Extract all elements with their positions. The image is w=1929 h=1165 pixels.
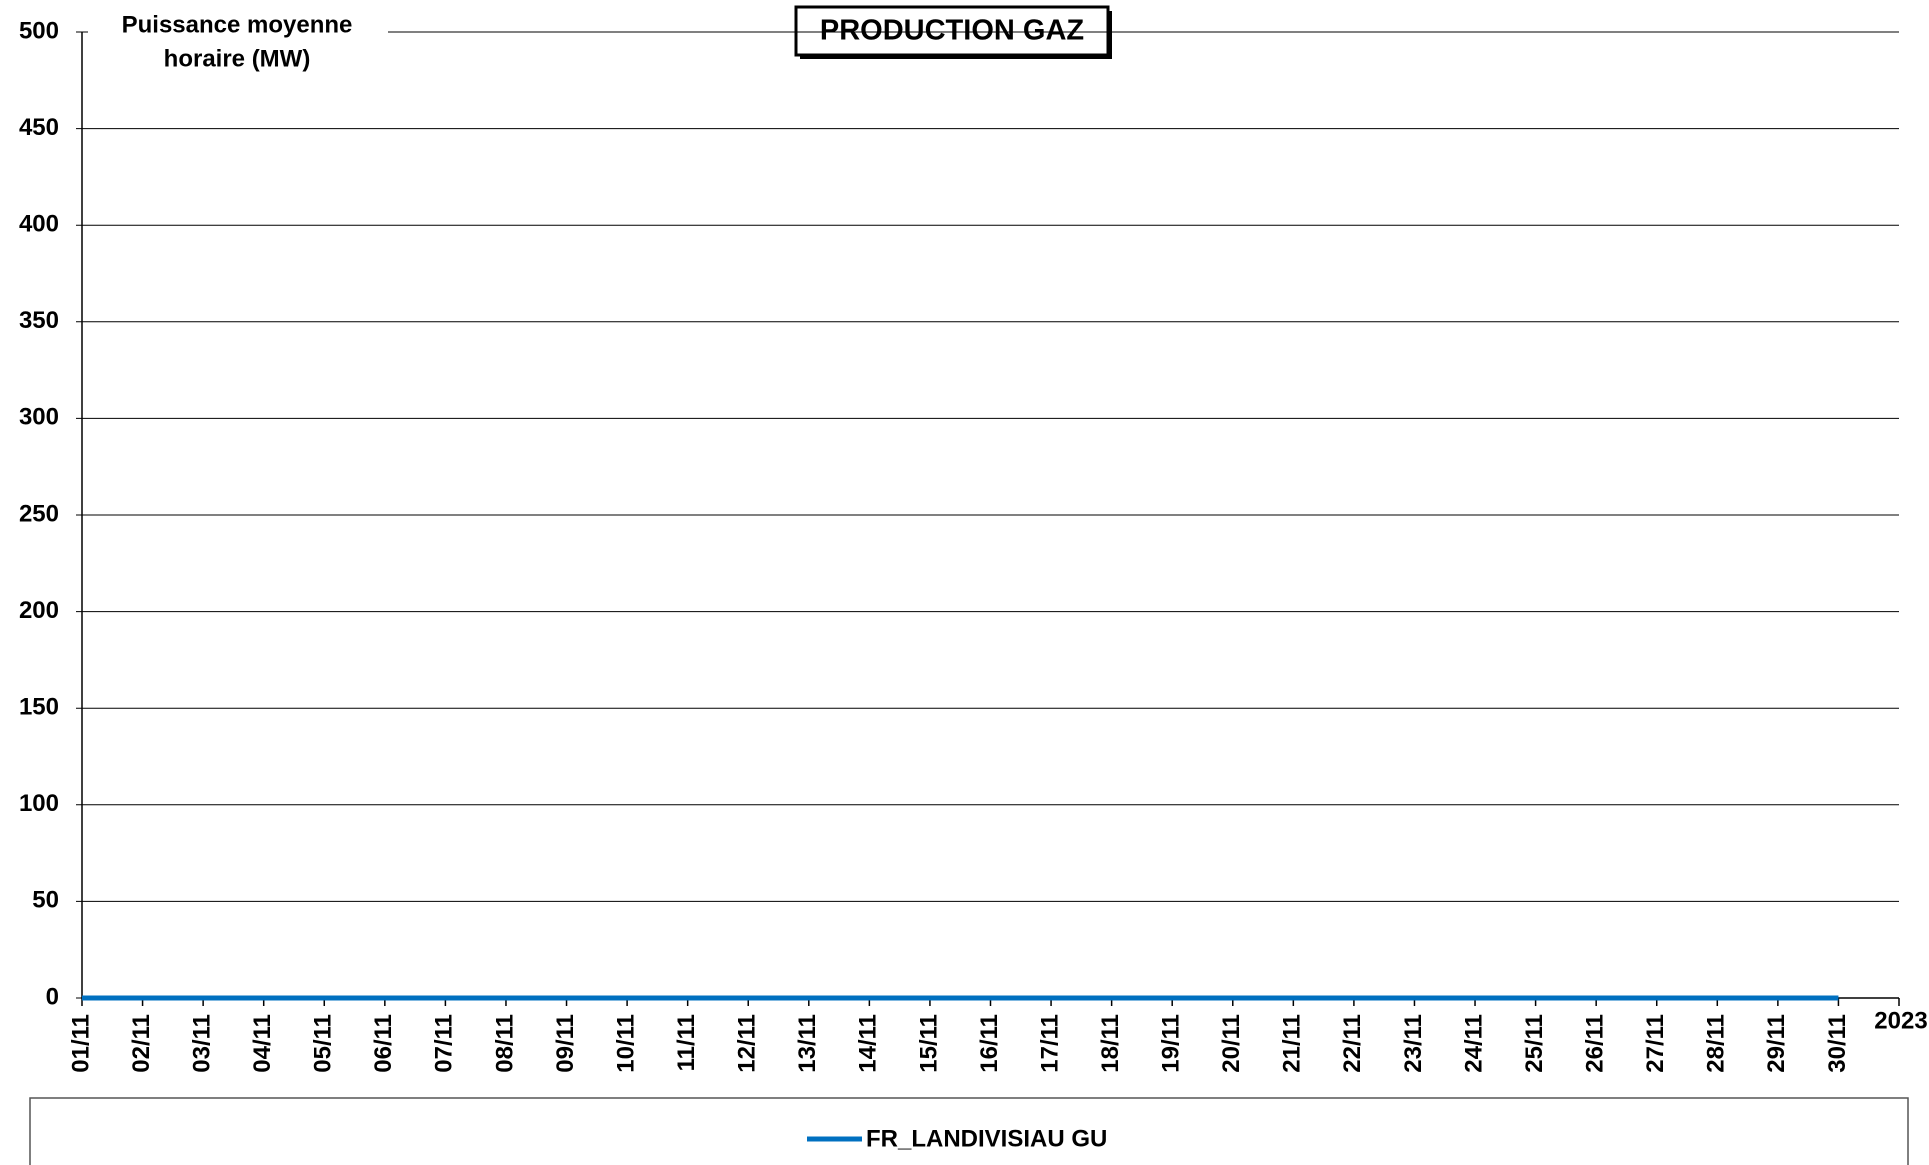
x-tick-label: 19/11: [1158, 1014, 1185, 1073]
x-axis-label: 2023: [1874, 1007, 1927, 1034]
y-tick-label: 300: [19, 404, 59, 431]
x-tick-label: 25/11: [1521, 1014, 1548, 1073]
x-tick-label: 10/11: [612, 1014, 639, 1073]
chart-title: PRODUCTION GAZ: [820, 15, 1084, 47]
x-tick-label: 05/11: [310, 1014, 337, 1073]
x-tick-label: 16/11: [976, 1014, 1003, 1073]
x-tick-label: 27/11: [1642, 1014, 1669, 1073]
x-tick-label: 11/11: [673, 1014, 700, 1071]
x-tick-label: 06/11: [370, 1014, 397, 1073]
y-tick-label: 100: [19, 790, 59, 817]
x-tick-label: 22/11: [1339, 1014, 1366, 1073]
y-axis-label: Puissance moyenne: [122, 11, 353, 38]
x-tick-label: 04/11: [249, 1014, 276, 1073]
x-tick-label: 03/11: [188, 1014, 215, 1073]
x-tick-label: 13/11: [794, 1014, 821, 1073]
x-tick-label: 15/11: [915, 1014, 942, 1073]
x-tick-label: 29/11: [1763, 1014, 1790, 1073]
x-tick-label: 01/11: [67, 1014, 94, 1073]
y-tick-label: 150: [19, 694, 59, 721]
x-tick-label: 09/11: [552, 1014, 579, 1073]
x-tick-label: 30/11: [1824, 1014, 1851, 1073]
y-tick-label: 200: [19, 597, 59, 624]
y-label-bg: [88, 10, 388, 80]
legend-label: FR_LANDIVISIAU GU: [866, 1125, 1107, 1152]
y-axis-label: horaire (MW): [164, 45, 311, 72]
y-tick-label: 250: [19, 500, 59, 527]
x-tick-label: 21/11: [1279, 1014, 1306, 1073]
x-tick-label: 20/11: [1218, 1014, 1245, 1073]
x-tick-label: 14/11: [855, 1014, 882, 1073]
x-tick-label: 24/11: [1460, 1014, 1487, 1073]
y-tick-label: 450: [19, 114, 59, 141]
y-tick-label: 50: [32, 887, 59, 914]
x-tick-label: 12/11: [734, 1014, 761, 1073]
x-tick-label: 28/11: [1703, 1014, 1730, 1073]
x-tick-label: 08/11: [491, 1014, 518, 1073]
x-tick-label: 26/11: [1582, 1014, 1609, 1073]
y-tick-label: 500: [19, 17, 59, 44]
x-tick-label: 17/11: [1036, 1014, 1063, 1073]
x-tick-label: 18/11: [1097, 1014, 1124, 1073]
x-tick-label: 23/11: [1400, 1014, 1427, 1073]
legend-box: [29, 1097, 1909, 1165]
y-tick-label: 350: [19, 307, 59, 334]
title-box: [794, 5, 1110, 57]
x-tick-label: 02/11: [128, 1014, 155, 1073]
x-tick-label: 07/11: [431, 1014, 458, 1073]
y-tick-label: 0: [46, 983, 59, 1010]
y-tick-label: 400: [19, 211, 59, 238]
